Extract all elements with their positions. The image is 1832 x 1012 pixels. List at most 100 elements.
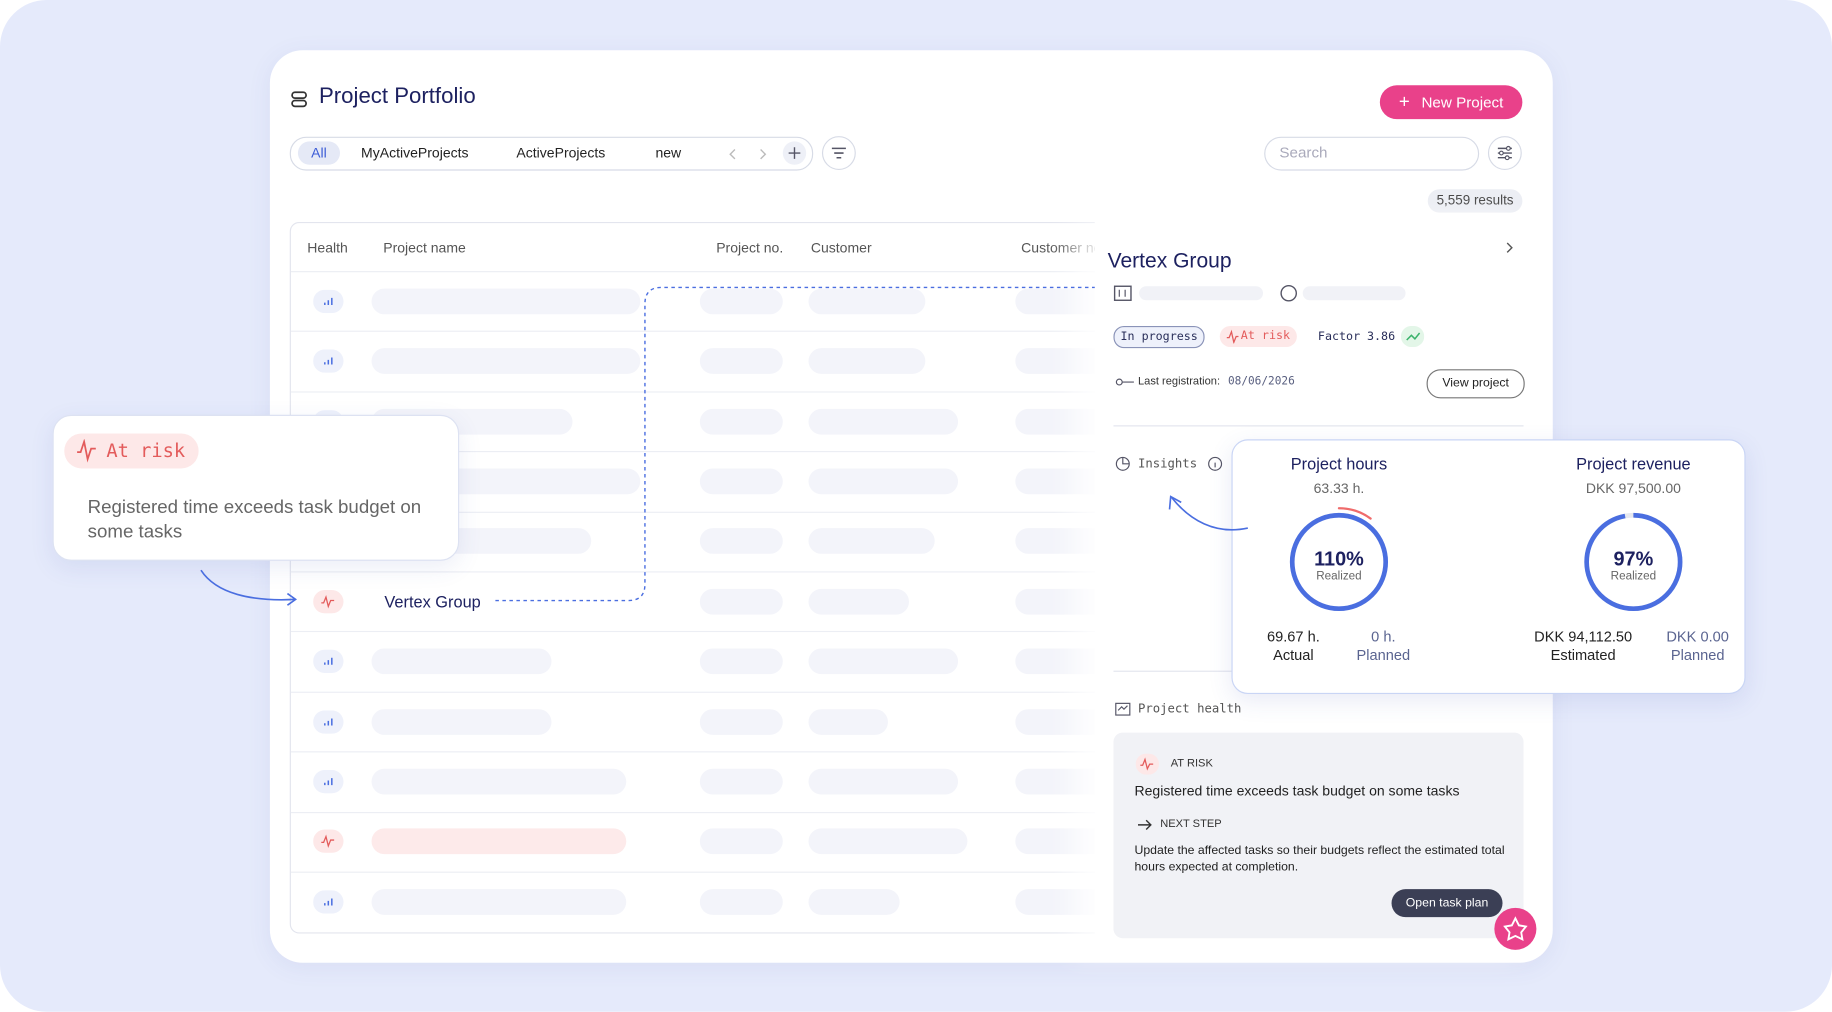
page-title: Project Portfolio <box>318 84 476 109</box>
gauge-caption: Realized <box>1610 570 1657 584</box>
skeleton <box>1015 348 1109 374</box>
results-count: 5,559 results <box>1427 189 1523 213</box>
skeleton <box>808 348 926 374</box>
health-indicator <box>313 829 344 854</box>
last-registration-label: Last registration: <box>1137 375 1221 388</box>
insights-icons <box>1115 456 1223 471</box>
skeleton <box>699 708 783 735</box>
last-registration-date: 08/06/2026 <box>1227 375 1295 388</box>
pulse-icon <box>1226 329 1239 344</box>
skeleton <box>1015 588 1109 615</box>
trend-icon <box>1400 325 1425 348</box>
skeleton <box>1015 648 1109 675</box>
skeleton <box>699 888 783 915</box>
gauge-title: Project revenue <box>1576 454 1691 474</box>
registration-icon <box>1115 378 1134 386</box>
skeleton <box>699 768 783 795</box>
tab-all[interactable]: All <box>297 141 340 165</box>
tab-controls[interactable] <box>722 140 815 168</box>
skeleton <box>1015 408 1109 435</box>
factor-label: Factor <box>1317 330 1361 344</box>
skeleton <box>808 588 909 615</box>
separator <box>1113 425 1524 427</box>
skeleton <box>699 288 783 314</box>
health-indicator <box>313 649 344 674</box>
health-icon <box>1115 702 1131 716</box>
gauge-total: 63.33 h. <box>1313 480 1365 497</box>
assistant-button[interactable] <box>1493 907 1537 951</box>
new-project-button[interactable]: + New Project <box>1379 85 1523 120</box>
view-project-button[interactable]: View project <box>1426 369 1525 399</box>
skeleton <box>808 408 959 435</box>
row-divider <box>290 571 1133 573</box>
column-header: Customer no <box>1021 239 1102 256</box>
health-indicator <box>313 289 344 313</box>
row-divider <box>290 271 1133 273</box>
health-indicator <box>313 349 344 373</box>
metric-value: 0 h. <box>1371 628 1396 645</box>
health-indicator <box>313 889 344 914</box>
skeleton <box>808 888 900 915</box>
gauge <box>1284 507 1394 617</box>
skeleton <box>699 648 783 675</box>
collapse-chevron[interactable] <box>1501 240 1517 256</box>
skeleton <box>699 588 783 615</box>
tab-bar <box>289 136 814 171</box>
skeleton <box>371 288 641 314</box>
next-step-icon <box>1137 819 1152 831</box>
gauge-arc <box>1584 512 1683 612</box>
risk-badge: At risk <box>1219 325 1298 348</box>
insights-card: Project hours 63.33 h. 110% Realized 69.67 h… <box>1231 439 1746 695</box>
panel-title: Vertex Group <box>1107 248 1232 273</box>
filter-button[interactable] <box>821 136 856 171</box>
skeleton <box>1015 708 1109 735</box>
row-divider <box>290 391 1133 393</box>
skeleton <box>808 528 935 555</box>
settings-button[interactable] <box>1487 136 1522 171</box>
table: Health Project name Project no. Customer… <box>289 221 1134 934</box>
row-divider <box>290 871 1133 873</box>
gauge-arc <box>1289 512 1389 612</box>
skeleton <box>371 348 641 374</box>
row-divider <box>290 751 1133 753</box>
skeleton <box>371 648 552 675</box>
gauge-title: Project hours <box>1290 454 1388 474</box>
skeleton <box>808 468 959 495</box>
skeleton <box>699 528 783 555</box>
tab[interactable]: MyActiveProjects <box>361 144 469 162</box>
search-box[interactable] <box>1264 136 1480 171</box>
status-badge: In progress <box>1113 325 1205 349</box>
column-header: Project no. <box>716 239 784 256</box>
panel-meta <box>1113 284 1406 302</box>
skeleton <box>808 828 968 855</box>
skeleton <box>1015 528 1109 555</box>
skeleton <box>1015 828 1109 855</box>
open-task-plan-button[interactable]: Open task plan <box>1391 889 1503 918</box>
skeleton <box>808 288 926 314</box>
row-divider <box>290 451 1133 453</box>
highlighted-project: Vertex Group <box>384 591 481 611</box>
row-divider <box>290 511 1133 513</box>
gauge-total: DKK 97,500.00 <box>1585 480 1681 497</box>
metric-label: Planned <box>1356 647 1411 664</box>
metric-label: Actual <box>1273 647 1314 664</box>
menu-icon <box>291 91 307 108</box>
new-project-label: New Project <box>1421 93 1504 111</box>
metric-value: DKK 94,112.50 <box>1534 628 1633 645</box>
gauge <box>1584 512 1683 612</box>
skeleton <box>1015 288 1109 314</box>
skeleton <box>371 768 627 795</box>
tab[interactable]: ActiveProjects <box>516 144 606 162</box>
row-divider <box>290 331 1133 333</box>
health-text: Registered time exceeds task budget on s… <box>1134 782 1460 800</box>
tab[interactable]: new <box>655 144 682 162</box>
column-header: Project name <box>383 239 466 256</box>
health-indicator <box>313 769 344 794</box>
callout-text: Registered time exceeds task budget on s… <box>87 497 422 543</box>
health-indicator <box>313 709 344 734</box>
skeleton <box>699 468 783 495</box>
metric-label: Planned <box>1670 647 1725 664</box>
skeleton <box>1015 468 1109 495</box>
column-header: Health <box>307 239 348 256</box>
